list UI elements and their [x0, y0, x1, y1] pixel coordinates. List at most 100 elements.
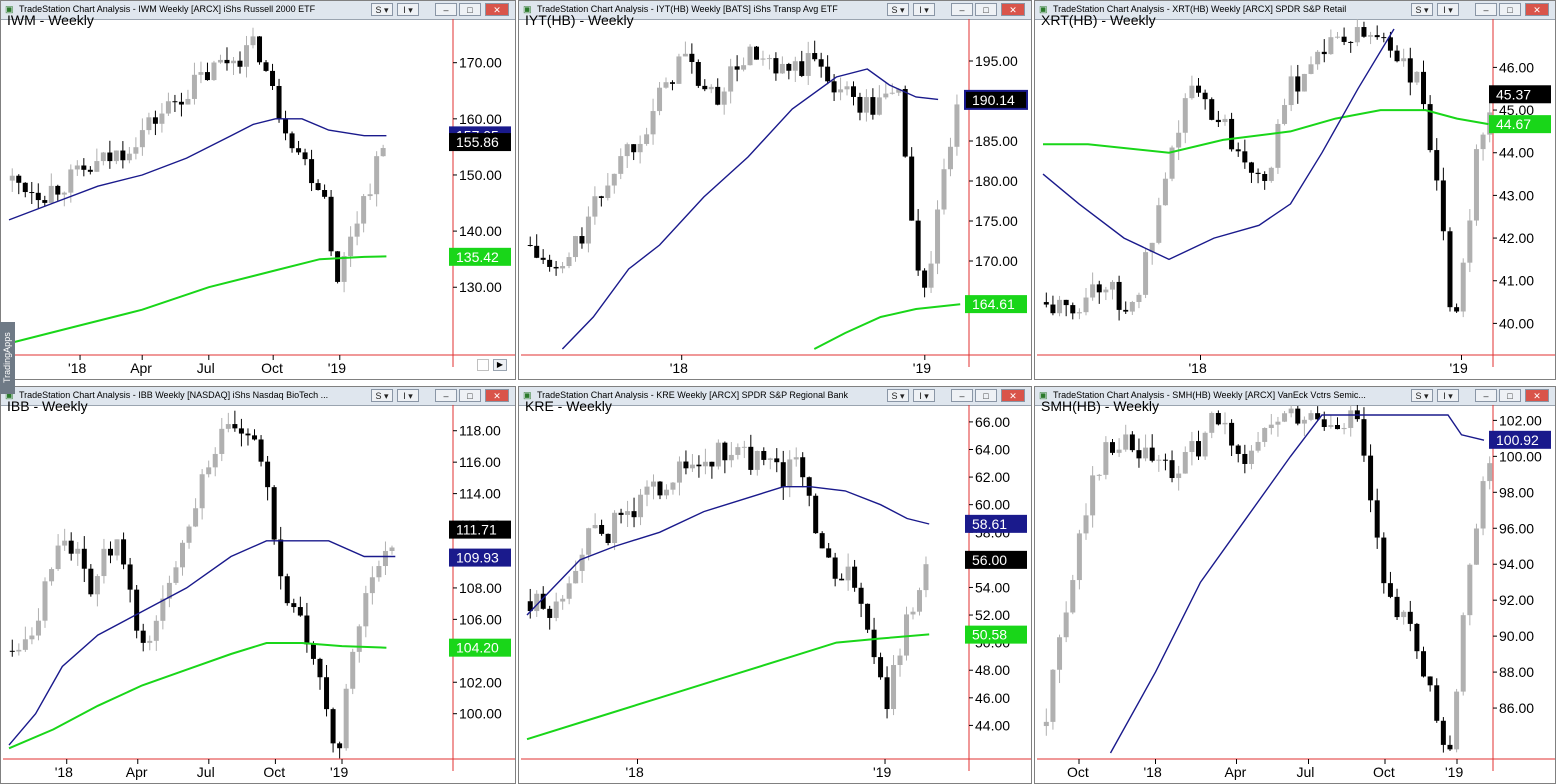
- chart-panel-kre[interactable]: ▣ TradeStation Chart Analysis - KRE Weekl…: [518, 386, 1032, 784]
- close-button[interactable]: ✕: [1525, 389, 1549, 402]
- minimize-button[interactable]: –: [951, 3, 973, 16]
- candle-body: [322, 190, 328, 197]
- close-button[interactable]: ✕: [485, 389, 509, 402]
- candle-body: [152, 117, 158, 124]
- candle-body: [1414, 71, 1420, 83]
- price-chart[interactable]: IWM - Weekly 130.00 140.00 150.00 160.00 170.…: [1, 1, 515, 379]
- close-button[interactable]: ✕: [1001, 3, 1025, 16]
- candle-body: [1076, 312, 1082, 314]
- candle-body: [270, 70, 276, 86]
- candle-body: [173, 567, 179, 583]
- indicator-menu-button[interactable]: I ▾: [1437, 3, 1459, 16]
- chart-panel-iwm[interactable]: ▣ TradeStation Chart Analysis - IWM Weekl…: [0, 0, 516, 380]
- chart-panel-ibb[interactable]: ▣ TradeStation Chart Analysis - IBB Weekl…: [0, 386, 516, 784]
- candle-body: [1374, 35, 1380, 38]
- window-titlebar[interactable]: ▣ TradeStation Chart Analysis - IYT(HB) W…: [519, 1, 1031, 20]
- candle-body: [245, 433, 251, 436]
- side-tab-tradingapps[interactable]: TradingApps: [0, 322, 15, 394]
- indicator-menu-button[interactable]: I ▾: [913, 389, 935, 402]
- price-tag-box: [964, 89, 1028, 110]
- candle-body: [592, 196, 598, 217]
- chart-panel-xrt[interactable]: ▣ TradeStation Chart Analysis - XRT(HB) W…: [1034, 0, 1556, 380]
- candle-body: [631, 144, 637, 153]
- maximize-button[interactable]: □: [1499, 389, 1521, 402]
- window-titlebar[interactable]: ▣ TradeStation Chart Analysis - IBB Weekl…: [1, 387, 515, 406]
- candle-body: [289, 133, 295, 149]
- candle-body: [1090, 284, 1096, 298]
- candle-body: [792, 61, 798, 71]
- candle-body: [728, 454, 734, 461]
- symbol-menu-button[interactable]: S ▾: [371, 389, 393, 402]
- candle-body: [1387, 583, 1393, 597]
- x-tick-label: '18: [670, 360, 688, 376]
- price-tag-label: 164.61: [972, 296, 1015, 312]
- symbol-menu-button[interactable]: S ▾: [887, 3, 909, 16]
- close-button[interactable]: ✕: [1525, 3, 1549, 16]
- candle-body: [721, 91, 727, 105]
- indicator-menu-button[interactable]: I ▾: [397, 389, 419, 402]
- chart-panel-iyt[interactable]: ▣ TradeStation Chart Analysis - IYT(HB) W…: [518, 0, 1032, 380]
- candle-body: [29, 192, 35, 194]
- maximize-button[interactable]: □: [975, 389, 997, 402]
- candle-body: [244, 45, 250, 67]
- price-chart[interactable]: IYT(HB) - Weekly 170.00 175.00 180.00 185.00…: [519, 1, 1031, 379]
- close-button[interactable]: ✕: [1001, 389, 1025, 402]
- price-chart[interactable]: XRT(HB) - Weekly 40.00 41.00 42.00 43.00 44.0…: [1035, 1, 1555, 379]
- indicator-menu-button[interactable]: I ▾: [397, 3, 419, 16]
- candle-body: [878, 657, 884, 678]
- candle-body: [1149, 447, 1155, 461]
- y-tick-label: 60.00: [975, 497, 1010, 513]
- scroll-box[interactable]: [477, 359, 489, 371]
- chart-panel-smh[interactable]: ▣ TradeStation Chart Analysis - SMH(HB) W…: [1034, 386, 1556, 784]
- chart-window-icon: ▣: [5, 4, 14, 14]
- x-tick-label: Apr: [130, 360, 152, 376]
- candle-body: [107, 548, 113, 556]
- candle-body: [579, 554, 585, 571]
- scroll-right-button[interactable]: ▶: [493, 359, 507, 371]
- candle-body: [1282, 413, 1288, 422]
- y-tick-label: 52.00: [975, 607, 1010, 623]
- y-tick-label: 86.00: [1499, 700, 1534, 716]
- window-titlebar[interactable]: ▣ TradeStation Chart Analysis - SMH(HB) W…: [1035, 387, 1555, 406]
- window-titlebar[interactable]: ▣ TradeStation Chart Analysis - KRE Weekl…: [519, 387, 1031, 406]
- minimize-button[interactable]: –: [1475, 389, 1497, 402]
- candle-body: [1050, 669, 1056, 722]
- candle-body: [1136, 450, 1142, 459]
- candles: [1043, 405, 1493, 753]
- symbol-menu-button[interactable]: S ▾: [887, 389, 909, 402]
- price-chart[interactable]: IBB - Weekly100.00102.00104.00106.00108.…: [1, 387, 515, 783]
- minimize-button[interactable]: –: [951, 389, 973, 402]
- candle-body: [1156, 205, 1162, 243]
- candle-body: [186, 526, 192, 543]
- candle-body: [1109, 442, 1115, 453]
- candle-body: [1315, 51, 1321, 65]
- close-button[interactable]: ✕: [485, 3, 509, 16]
- symbol-menu-button[interactable]: S ▾: [371, 3, 393, 16]
- minimize-button[interactable]: –: [435, 389, 457, 402]
- candle-body: [1076, 533, 1082, 581]
- candle-body: [585, 216, 591, 244]
- candle-body: [55, 185, 61, 195]
- indicator-menu-button[interactable]: I ▾: [1437, 389, 1459, 402]
- candle-body: [1182, 452, 1188, 474]
- price-tag-label: 135.42: [456, 249, 499, 265]
- candle-body: [1063, 299, 1069, 306]
- minimize-button[interactable]: –: [1475, 3, 1497, 16]
- symbol-menu-button[interactable]: S ▾: [1411, 3, 1433, 16]
- price-chart[interactable]: SMH(HB) - Weekly 86.00 88.00 90.00 92.00 94.0…: [1035, 387, 1555, 783]
- maximize-button[interactable]: □: [1499, 3, 1521, 16]
- candle-body: [826, 548, 832, 558]
- price-chart[interactable]: KRE - Weekly44.0046.0048.0050.0052.0054.…: [519, 387, 1031, 783]
- indicator-menu-button[interactable]: I ▾: [913, 3, 935, 16]
- maximize-button[interactable]: □: [975, 3, 997, 16]
- candle-body: [296, 148, 302, 153]
- y-tick-label: 46.00: [975, 690, 1010, 706]
- maximize-button[interactable]: □: [459, 3, 481, 16]
- maximize-button[interactable]: □: [459, 389, 481, 402]
- window-titlebar[interactable]: ▣ TradeStation Chart Analysis - XRT(HB) W…: [1035, 1, 1555, 20]
- minimize-button[interactable]: –: [435, 3, 457, 16]
- candle-body: [22, 182, 28, 193]
- symbol-menu-button[interactable]: S ▾: [1411, 389, 1433, 402]
- candle-body: [904, 614, 910, 656]
- window-titlebar[interactable]: ▣ TradeStation Chart Analysis - IWM Weekl…: [1, 1, 515, 20]
